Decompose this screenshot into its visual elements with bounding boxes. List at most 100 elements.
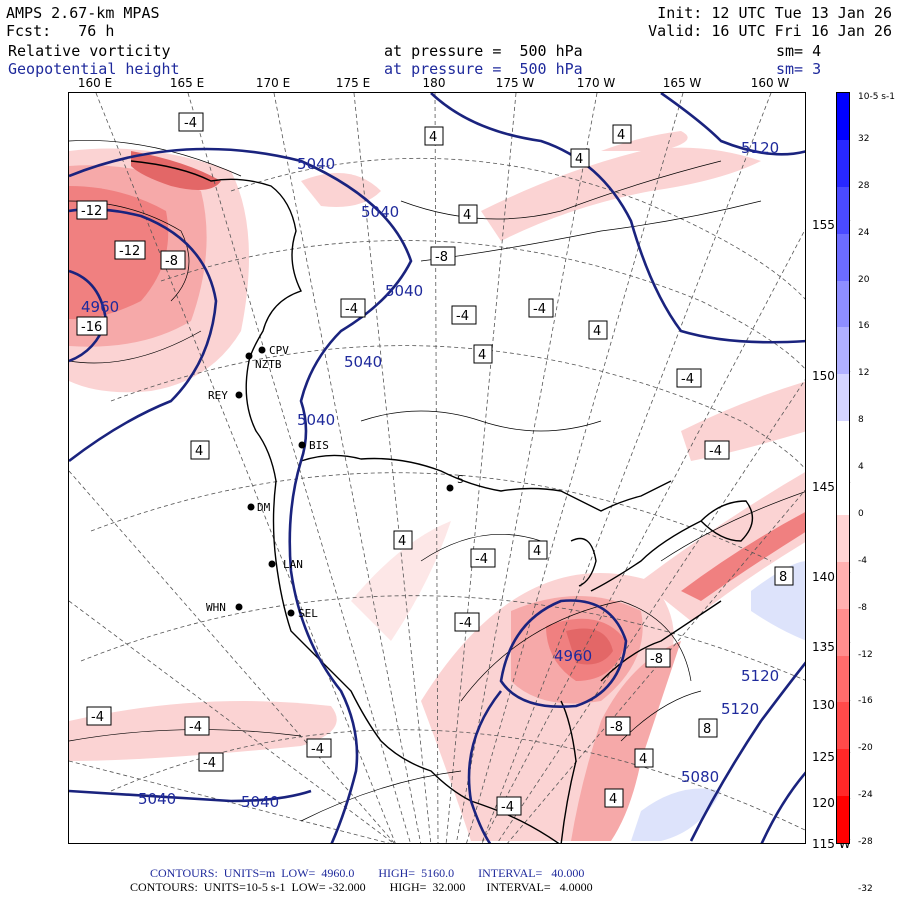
lon-label: 160 W [750, 76, 790, 90]
station-label: CPV [269, 344, 289, 357]
svg-text:4: 4 [398, 534, 406, 549]
vort-label-box: -12 [114, 240, 146, 260]
height-contour-label: 4960 [554, 647, 592, 665]
station-label: LAN [283, 558, 303, 571]
field1-level: at pressure = 500 hPa [384, 42, 583, 60]
vort-label-box: 4 [588, 320, 608, 340]
colorbar-tick-label: -12 [858, 649, 873, 660]
vort-label-box: -4 [451, 305, 477, 325]
vort-label-box: 4 [190, 440, 210, 460]
colorbar-segment [837, 139, 849, 187]
vort-label-box: -4 [496, 796, 522, 816]
vort-label-box: -4 [704, 440, 730, 460]
lon-label: 175 W [495, 76, 535, 90]
vort-label-box: 8 [698, 718, 718, 738]
svg-text:-4: -4 [345, 302, 358, 317]
svg-text:-4: -4 [189, 720, 202, 735]
svg-text:4: 4 [533, 544, 541, 559]
vort-label-box: -16 [76, 316, 108, 336]
height-labels: 5040 5040 5040 5040 5040 4960 5040 5040 … [81, 139, 779, 811]
vort-label-box: 4 [570, 148, 590, 168]
svg-text:4: 4 [575, 152, 583, 167]
svg-text:-12: -12 [81, 204, 102, 219]
lon-label: 165 W [662, 76, 702, 90]
svg-text:4: 4 [195, 444, 203, 459]
footer-vorticity-contours: CONTOURS: UNITS=10-5 s-1 LOW= -32.000 HI… [130, 880, 593, 894]
vorticity-shading [69, 131, 805, 841]
colorbar-segment [837, 186, 849, 234]
svg-text:-16: -16 [81, 320, 102, 335]
colorbar-segment [837, 280, 849, 328]
init-time: Init: 12 UTC Tue 13 Jan 26 [657, 4, 892, 22]
colorbar-segment [837, 233, 849, 281]
field1-name: Relative vorticity [8, 42, 171, 60]
vort-label-box: -4 [454, 612, 480, 632]
colorbar-segment [837, 608, 849, 656]
station-dots [235, 346, 454, 617]
height-contour-label: 5080 [681, 768, 719, 786]
lon-label: 170 E [255, 76, 291, 90]
vort-label-box: 4 [393, 530, 413, 550]
vort-label-box: -8 [160, 250, 186, 270]
svg-text:-4: -4 [91, 710, 104, 725]
station-label: WHN [206, 601, 226, 614]
vort-label-box: -4 [676, 368, 702, 388]
lon-label: 180 [422, 76, 446, 90]
vort-label-box: 4 [473, 344, 493, 364]
svg-text:8: 8 [703, 722, 711, 737]
field2-level: at pressure = 500 hPa [384, 60, 583, 78]
height-contours [69, 93, 805, 843]
svg-text:4: 4 [609, 792, 617, 807]
field2-name: Geopotential height [8, 60, 180, 78]
colorbar-segment [837, 374, 849, 422]
svg-text:-8: -8 [610, 720, 623, 735]
height-contour-label: 5120 [741, 139, 779, 157]
colorbar-segment [837, 327, 849, 375]
colorbar-tick-label: 12 [858, 368, 870, 379]
vort-label-box: -12 [76, 200, 108, 220]
map-svg: CPV NZTB REY BIS DM LAN WHN SEL S 5040 5… [69, 93, 805, 843]
height-contour-label: 5040 [138, 790, 176, 808]
colorbar-tick-label: 16 [858, 321, 870, 332]
station-label: NZTB [255, 358, 282, 371]
lon-label: 165 E [169, 76, 205, 90]
colorbar [836, 92, 850, 844]
svg-text:4: 4 [593, 324, 601, 339]
lon-label: 175 E [335, 76, 371, 90]
height-contour-label: 5040 [385, 282, 423, 300]
coastline [130, 160, 754, 843]
station-label: S [457, 473, 464, 486]
svg-text:-8: -8 [650, 652, 663, 667]
vort-label-box: -4 [528, 298, 554, 318]
svg-text:-4: -4 [203, 756, 216, 771]
svg-text:-4: -4 [501, 800, 514, 815]
vort-label-box: -8 [645, 648, 671, 668]
colorbar-tick-label: 32 [858, 133, 870, 144]
colorbar-tick-label: 28 [858, 180, 870, 191]
colorbar-tick-label: -32 [858, 883, 873, 894]
height-contour-label: 5040 [297, 411, 335, 429]
colorbar-segment [837, 702, 849, 750]
colorbar-tick-label: 24 [858, 227, 870, 238]
colorbar-tick-label: 8 [858, 415, 864, 426]
footer-height-contours: CONTOURS: UNITS=m LOW= 4960.0 HIGH= 5160… [150, 866, 585, 880]
vort-label-box: -8 [605, 716, 631, 736]
svg-text:-4: -4 [709, 444, 722, 459]
colorbar-segment [837, 468, 849, 515]
lon-label: 160 E [77, 76, 113, 90]
svg-text:-4: -4 [456, 309, 469, 324]
valid-time: Valid: 16 UTC Fri 16 Jan 26 [648, 22, 892, 40]
colorbar-segment [837, 749, 849, 797]
colorbar-segment [837, 93, 849, 140]
vort-label-box: 4 [634, 748, 654, 768]
svg-text:4: 4 [617, 128, 625, 143]
height-contour-label: 5120 [721, 700, 759, 718]
colorbar-tick-label: -20 [858, 743, 873, 754]
colorbar-tick-label: 0 [858, 508, 864, 519]
vort-label-box: 8 [774, 566, 794, 586]
colorbar-tick-label: 4 [858, 462, 864, 472]
colorbar-tick-label: -24 [858, 790, 873, 801]
station-label: DM [257, 501, 271, 514]
field2-smooth: sm= 3 [776, 60, 822, 78]
station-label: REY [208, 389, 228, 402]
